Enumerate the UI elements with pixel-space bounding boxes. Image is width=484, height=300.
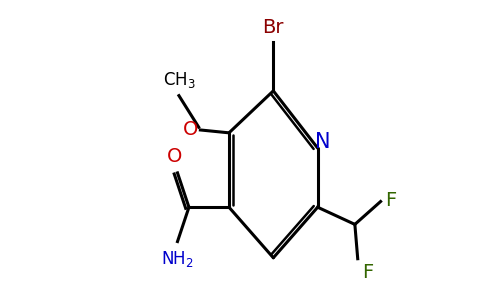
Text: O: O	[183, 121, 198, 140]
Text: F: F	[385, 190, 396, 210]
Text: F: F	[362, 263, 373, 282]
Text: Br: Br	[263, 17, 284, 37]
Text: CH$_3$: CH$_3$	[163, 70, 196, 90]
Text: N: N	[315, 132, 331, 152]
Text: NH$_2$: NH$_2$	[161, 249, 194, 269]
Text: O: O	[167, 147, 182, 166]
